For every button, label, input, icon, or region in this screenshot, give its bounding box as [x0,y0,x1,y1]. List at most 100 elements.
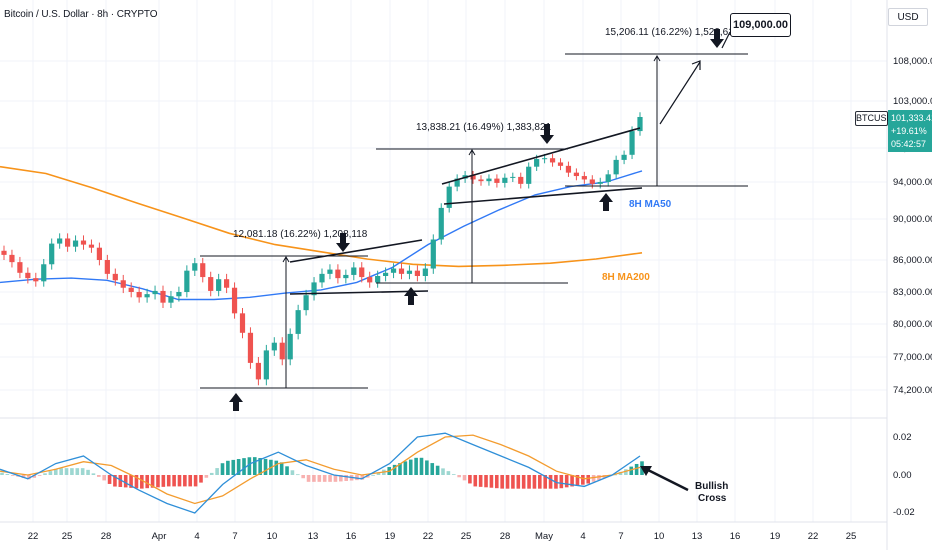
apr-top-down-arrow [336,233,350,252]
candle-body [152,290,158,295]
macd-histogram-bar [252,457,257,475]
candle-body [144,294,150,298]
macd-histogram-bar [215,468,219,475]
last-price-box: 101,333.41 +19.61% 05:42:57 [888,110,932,152]
time-tick-label: 4 [194,531,199,542]
macd-histogram-bar [274,460,279,475]
may-support-up-arrow [599,193,613,211]
candle-body [112,273,118,281]
candle-body [319,273,325,283]
macd-line [0,432,641,514]
macd-histogram-bar [43,473,47,475]
candle-body [573,172,579,177]
measure-1-arrowhead [282,256,290,263]
macd-histogram-bar [129,475,133,488]
candle-body [72,240,79,247]
candle-body [390,268,397,273]
candle-body [192,263,198,271]
measure-2-arrowhead [468,149,476,156]
candle-body [176,292,182,297]
macd-histogram-bar [462,475,467,481]
price-scale[interactable]: 108,000.00103,000.0098,000.0094,000.0090… [893,56,932,396]
macd-histogram-bar [236,459,241,475]
candlestick-series [1,112,643,386]
macd-histogram-bar [107,475,112,484]
macd-histogram [0,457,644,489]
candle-body [414,270,420,276]
macd-histogram-bar [140,475,144,489]
macd-histogram-bar [527,475,531,489]
macd-histogram-bar [27,475,31,480]
candle-body [311,282,317,296]
macd-tick-label: -0.02 [893,507,915,518]
price-tick-label: 108,000.00 [893,56,932,67]
macd-histogram-bar [279,462,284,475]
candle-body [621,154,627,160]
candle-body [613,159,619,175]
candle-body [470,175,476,180]
macd-histogram-bar [150,475,155,488]
macd-histogram-bar [5,474,10,475]
candle-body [247,332,254,363]
candle-body [88,244,95,248]
candle-body [120,280,126,288]
candle-body [287,333,293,360]
candle-body [359,267,365,278]
time-axis[interactable]: 22 25 28 Apr 4 7 10 13 16 19 22 25 28 May 4 7 10 13 16 19 22… [28,531,857,542]
macd-histogram-bar [123,475,128,488]
time-tick-label: 19 [770,531,781,542]
macd-histogram-bar [484,475,488,488]
measure-3-arrowhead [653,55,661,62]
candle-body [629,131,635,155]
candle-body [239,313,246,333]
time-tick-label: Apr [152,531,167,542]
apr-low-up-arrow [229,393,243,411]
macd-histogram-bar [559,475,564,489]
candle-body [295,310,301,334]
price-change: +19.61% [891,126,927,136]
macd-histogram-bar [516,475,521,489]
ma50-line [0,170,643,301]
time-tick-label: 28 [500,531,511,542]
time-tick-label: 7 [232,531,237,542]
candle-body [17,262,23,273]
candle-body [375,276,381,283]
macd-histogram-bar [97,475,101,477]
target-down-arrow [710,29,724,48]
time-tick-label: 22 [808,531,819,542]
macd-histogram-bar [403,461,408,475]
macd-histogram-bar [295,474,300,476]
macd-histogram-bar [118,475,123,487]
candle-body [343,274,349,279]
macd-histogram-bar [339,475,343,482]
measure-3-label: 15,206.11 (16.22%) 1,520,611 [605,27,739,38]
cross-label: Cross [698,493,727,504]
ma50-label: 8H MA50 [629,199,672,210]
candle-body [351,267,357,275]
price-tick-label: 74,200.00 [893,385,932,396]
macd-histogram-bar [91,473,96,475]
macd-histogram-bar [613,474,617,476]
time-tick-label: 25 [461,531,472,542]
candle-body [216,279,222,291]
time-tick-label: 19 [385,531,396,542]
ma200-label: 8H MA200 [602,272,650,283]
candle-body [57,238,63,244]
price-tick-label: 77,000.00 [893,352,932,363]
currency-button[interactable]: USD [888,8,928,26]
macd-histogram-bar [392,464,397,475]
macd-histogram-bar [242,458,246,475]
candle-body [65,238,71,247]
candle-body [589,179,595,184]
macd-histogram-bar [624,469,628,475]
macd-histogram-bar [80,468,85,475]
may-top-down-arrow [540,124,554,144]
macd-histogram-bar [564,475,569,488]
symbol-badge: BTCUSD [855,111,893,126]
macd-histogram-bar [521,475,526,489]
macd-histogram-bar [451,474,456,475]
time-tick-label: 25 [62,531,73,542]
symbol-title: Bitcoin / U.S. Dollar · 8h · CRYPTO [4,9,158,20]
candle-body [502,177,508,183]
